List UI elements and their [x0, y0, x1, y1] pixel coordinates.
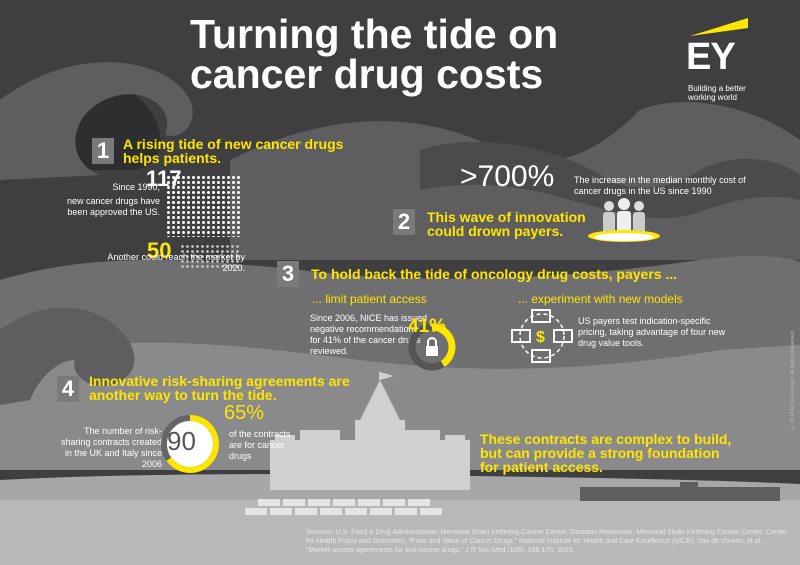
- contracts-percent-ring: [161, 415, 219, 473]
- value-tools-network-icon: $: [511, 309, 573, 363]
- upcoming-text: Another could reach the market by 2020.: [107, 252, 245, 273]
- section-1-number: 1: [92, 138, 114, 164]
- contracts-text: The number of risk-sharing contracts cre…: [60, 426, 162, 469]
- copyright: © 2016 EYGM Limited. All Rights Reserved…: [790, 330, 796, 430]
- ey-tagline: Building a better working world: [688, 84, 746, 102]
- section-4-number: 4: [57, 376, 79, 402]
- ey-beam-icon: [690, 18, 748, 36]
- contracts-count: 90: [167, 426, 196, 456]
- closing-statement: These contracts are complex to build, bu…: [480, 431, 732, 475]
- ey-logo-text: EY: [686, 36, 736, 78]
- section-2-heading: This wave of innovation could drown paye…: [427, 209, 586, 239]
- page-title: Turning the tide on cancer drug costs: [190, 11, 559, 97]
- svg-text:$: $: [536, 329, 545, 346]
- cost-increase-stat: >700%: [460, 160, 555, 193]
- since-1990-label: Since 1990,: [112, 182, 160, 192]
- drowning-payers-icon: [588, 198, 660, 242]
- upcoming-count: 50: [147, 238, 172, 263]
- cancer-contracts-text: of the contracts are for cancer drugs: [229, 429, 291, 461]
- upcoming-drugs-dots: [180, 244, 240, 270]
- sources-footnote: Sources: U.S. Food & Drug Administration…: [306, 529, 787, 554]
- nice-percent: 41%: [408, 316, 447, 337]
- value-tools-text: US payers test indication-specific prici…: [578, 316, 726, 348]
- cost-increase-text: The increase in the median monthly cost …: [574, 175, 746, 196]
- section-1-heading: A rising tide of new cancer drugs helps …: [123, 136, 344, 166]
- approved-drugs-dots: [166, 175, 240, 237]
- cancer-contracts-percent: 65%: [224, 402, 265, 424]
- nice-text: Since 2006, NICE has issued negative rec…: [310, 313, 428, 356]
- ey-logo: [686, 14, 748, 44]
- section-3-number: 3: [277, 261, 299, 287]
- approved-text: new cancer drugs have been approved the …: [66, 196, 160, 217]
- section-3-heading: To hold back the tide of oncology drug c…: [311, 266, 678, 282]
- new-models-subheading: ... experiment with new models: [518, 292, 683, 306]
- nice-percent-ring: [408, 323, 456, 371]
- limit-access-subheading: ... limit patient access: [312, 292, 427, 306]
- approved-count: 117: [146, 166, 182, 191]
- section-4-heading: Innovative risk-sharing agreements are a…: [89, 373, 350, 403]
- section-2-number: 2: [393, 209, 415, 235]
